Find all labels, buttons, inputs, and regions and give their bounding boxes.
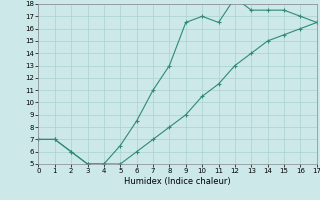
X-axis label: Humidex (Indice chaleur): Humidex (Indice chaleur) — [124, 177, 231, 186]
